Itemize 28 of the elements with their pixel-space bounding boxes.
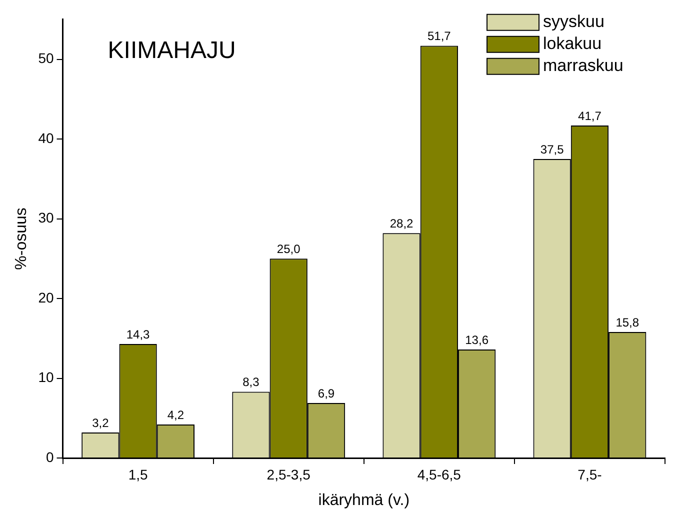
text: KIIMAHAJU xyxy=(108,37,236,64)
x-tick-label: 4,5-6,5 xyxy=(417,466,462,482)
data-label: 51,7 xyxy=(427,29,452,44)
x-tick-label: 7,5- xyxy=(578,466,602,482)
data-label: 4,2 xyxy=(167,408,184,422)
y-axis-title: %-osuus xyxy=(13,208,30,270)
data-label: 15,8 xyxy=(616,315,640,330)
y-tick-label: 40 xyxy=(38,130,54,146)
data-label: 13,6 xyxy=(465,332,489,347)
legend-label: syyskuu xyxy=(543,12,604,32)
data-label: 41,7 xyxy=(578,108,602,123)
x-tick-label: 1,5 xyxy=(128,466,148,482)
data-label: 3,2 xyxy=(92,416,110,430)
y-tick-label: 0 xyxy=(46,448,54,465)
data-label: 28,2 xyxy=(390,216,414,230)
legend-label: lokakuu xyxy=(543,34,602,54)
data-label: 6,9 xyxy=(318,386,335,400)
data-label: 25,0 xyxy=(276,242,301,256)
legend-label: marraskuu xyxy=(543,56,624,76)
y-tick-label: 30 xyxy=(38,210,54,226)
x-tick-label: 2,5-3,5 xyxy=(266,466,311,482)
y-tick-label: 10 xyxy=(38,369,54,386)
data-label: 8,3 xyxy=(242,375,260,390)
x-axis-title: ikäryhmä (v.) xyxy=(318,492,410,509)
data-label: 37,5 xyxy=(540,142,564,156)
data-label: 14,3 xyxy=(126,327,150,342)
y-tick-label: 50 xyxy=(38,50,54,66)
y-tick-label: 20 xyxy=(38,289,54,306)
